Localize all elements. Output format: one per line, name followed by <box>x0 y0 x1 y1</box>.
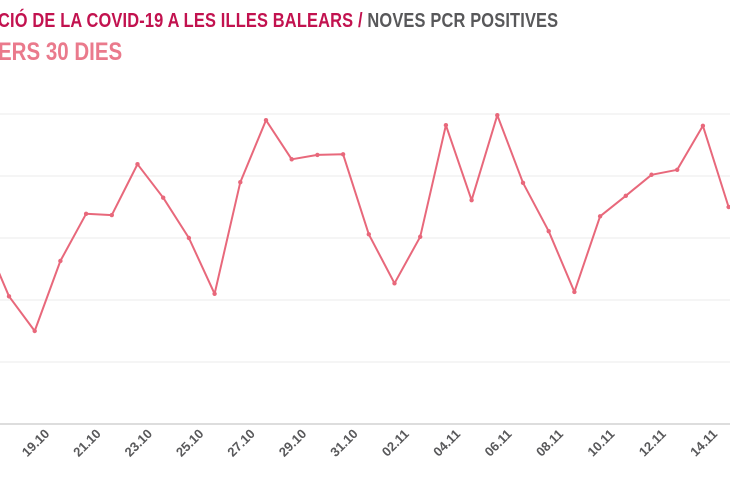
data-point <box>58 258 63 264</box>
chart-title: CIÓ DE LA COVID-19 A LES ILLES BALEARS /… <box>0 10 558 33</box>
x-tick-label: 31.10 <box>327 426 361 460</box>
data-point <box>263 118 269 123</box>
data-point <box>623 193 628 199</box>
x-tick-label: 27.10 <box>224 426 258 460</box>
x-tick-label: 19.10 <box>19 426 53 460</box>
x-tick-label: 10.11 <box>584 426 617 459</box>
data-point <box>6 294 12 299</box>
data-point <box>109 212 115 218</box>
x-tick-label: 25.10 <box>173 426 207 460</box>
data-point <box>520 180 526 186</box>
data-point <box>315 152 320 158</box>
data-point <box>212 291 217 296</box>
x-tick-label: 08.11 <box>533 426 566 459</box>
chart-title-secondary: NOVES PCR POSITIVES <box>367 10 559 32</box>
x-tick-label: 06.11 <box>482 426 515 459</box>
data-point <box>186 235 192 241</box>
data-point <box>649 172 654 177</box>
data-point <box>238 180 243 185</box>
data-point <box>675 167 680 172</box>
data-point <box>418 234 423 239</box>
x-tick-label: 21.10 <box>70 426 104 460</box>
data-point <box>546 228 551 234</box>
x-tick-label: 29.10 <box>276 426 310 460</box>
x-tick-label: 23.10 <box>122 426 156 460</box>
chart-subtitle: ERS 30 DIES <box>0 38 123 66</box>
data-point <box>366 232 371 237</box>
data-point <box>726 204 730 210</box>
x-tick-label: 12.11 <box>636 426 669 459</box>
data-point <box>135 162 140 167</box>
data-point <box>469 197 474 203</box>
data-point <box>443 122 449 128</box>
data-point <box>572 289 577 295</box>
data-point <box>700 123 706 128</box>
data-point <box>392 281 397 286</box>
data-point <box>32 328 37 334</box>
series-line <box>0 114 730 332</box>
x-tick-label: 04.11 <box>430 426 463 459</box>
data-point <box>340 152 346 157</box>
x-tick-label: 14.11 <box>687 426 720 459</box>
data-point <box>83 211 89 217</box>
data-point <box>161 195 166 200</box>
chart-title-main: CIÓ DE LA COVID-19 A LES ILLES BALEARS / <box>0 10 363 32</box>
data-point <box>597 214 603 219</box>
x-tick-label: 02.11 <box>379 426 412 459</box>
data-point <box>289 157 294 162</box>
data-point <box>495 113 500 118</box>
